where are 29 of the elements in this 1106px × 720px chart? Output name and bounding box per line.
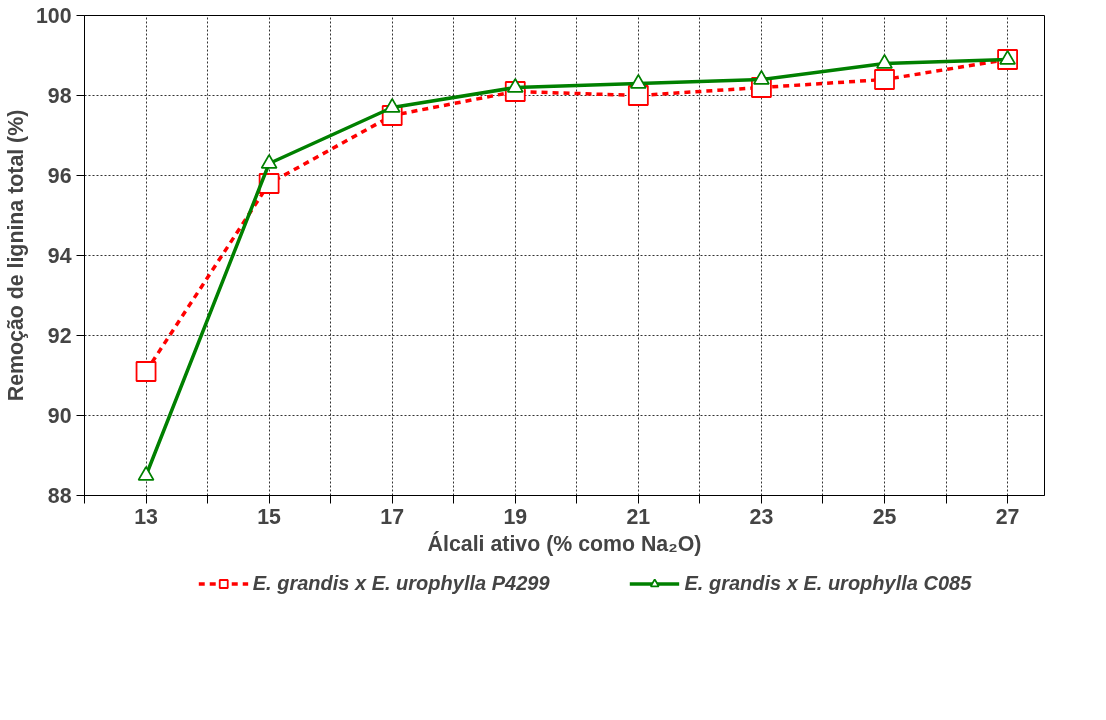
x-tick-label: 21 xyxy=(626,504,651,529)
y-tick-label: 98 xyxy=(47,84,72,108)
legend-label: E. grandis x E. urophylla P4299 xyxy=(252,571,550,595)
point xyxy=(506,77,524,93)
x-tick-label: 13 xyxy=(134,504,159,529)
x-tick-label: 15 xyxy=(257,504,282,529)
point xyxy=(874,69,895,90)
y-tick-label: 96 xyxy=(47,164,72,188)
x-tick-label: 25 xyxy=(872,504,897,529)
legend-label: E. grandis x E. urophylla C085 xyxy=(684,571,972,595)
y-tick-label: 94 xyxy=(47,244,72,268)
point xyxy=(629,73,647,89)
y-tick-label: 88 xyxy=(47,484,72,508)
point xyxy=(137,465,155,481)
x-tick-label: 17 xyxy=(380,504,405,529)
point xyxy=(383,97,401,113)
point xyxy=(876,53,893,69)
x-tick-label: 27 xyxy=(995,504,1020,529)
point xyxy=(999,49,1016,65)
point xyxy=(260,153,278,169)
point xyxy=(753,69,770,85)
point xyxy=(135,361,157,382)
y-axis-title: Remoção de lignina total (%) xyxy=(3,109,28,402)
y-tick-label: 90 xyxy=(47,404,72,428)
y-tick-label: 92 xyxy=(47,324,72,348)
x-tick-label: 19 xyxy=(503,504,528,529)
x-axis-title: Álcali ativo (% como Na₂O) xyxy=(427,530,702,556)
x-tick-label: 23 xyxy=(749,504,774,529)
y-tick-label: 100 xyxy=(35,4,72,28)
